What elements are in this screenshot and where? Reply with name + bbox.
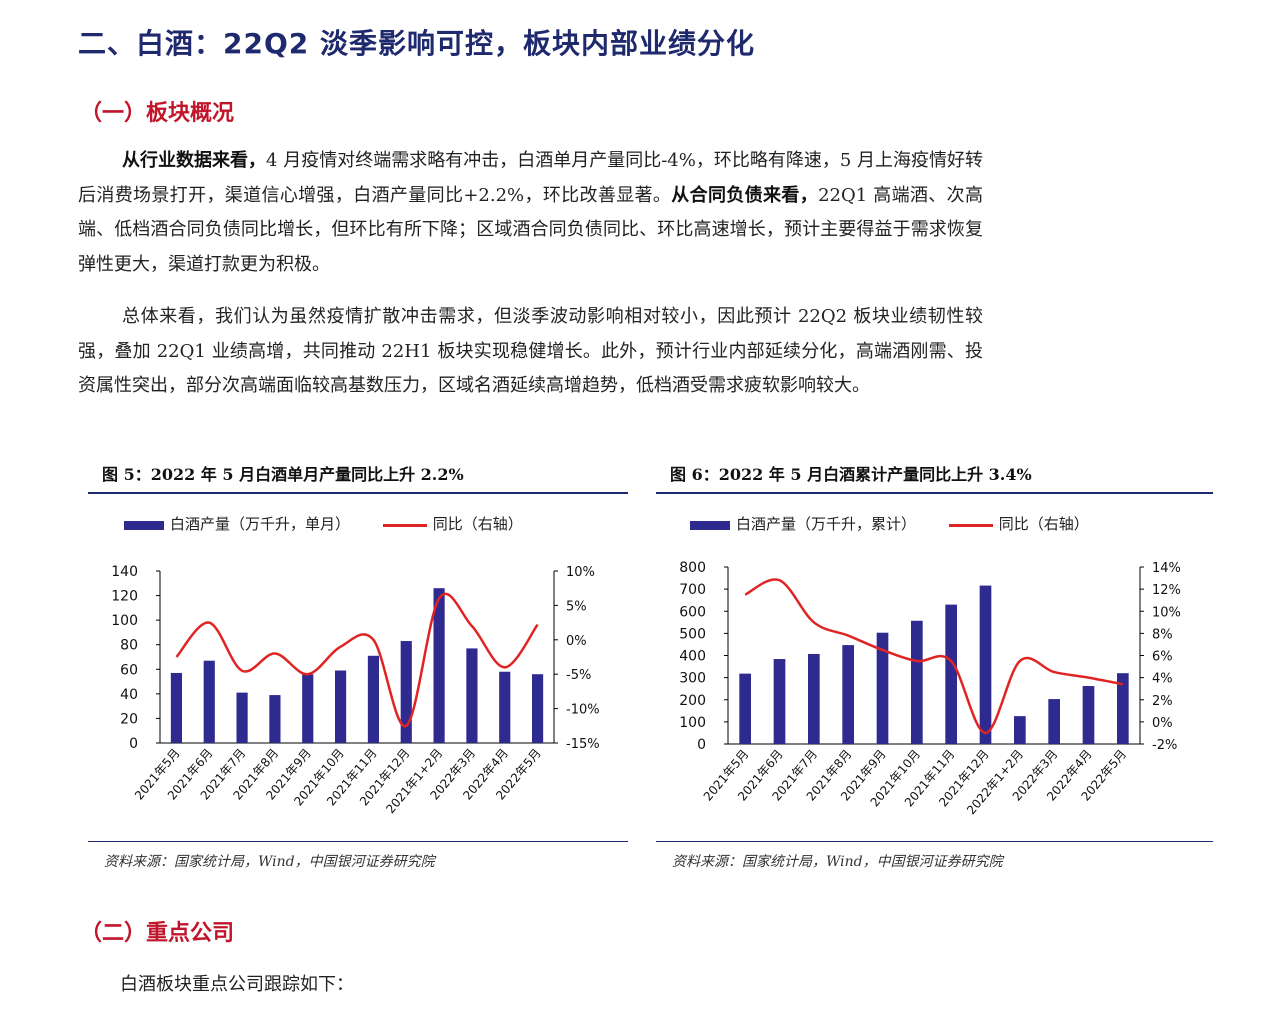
- figure-5-top-rule: [88, 492, 628, 494]
- figure-6-source: 资料来源：国家统计局，Wind，中国银河证券研究院: [672, 854, 1003, 870]
- bar: [170, 672, 182, 743]
- right-tick-label: 2%: [1152, 694, 1173, 709]
- bar: [773, 659, 786, 744]
- bar: [236, 692, 248, 743]
- bar: [1082, 686, 1095, 744]
- left-tick-label: 40: [120, 687, 138, 703]
- bar: [532, 674, 544, 743]
- bar: [807, 653, 820, 744]
- text-contract-liability: 22Q1 高端酒、次高端、低档酒合同负债同比增长，但环比有所下降；区域酒合同负债…: [78, 184, 984, 275]
- right-tick-label: 0%: [566, 634, 587, 649]
- bar: [466, 648, 478, 743]
- figure-6-bottom-rule: [656, 841, 1213, 842]
- section-title-key-companies: （二）重点公司: [80, 920, 235, 946]
- bar: [910, 620, 923, 744]
- bar: [335, 670, 347, 743]
- left-tick-label: 0: [129, 736, 138, 752]
- legend-bar-label: 白酒产量（万千升，累计）: [736, 515, 917, 533]
- figure-5-legend: 白酒产量（万千升，单月） 同比（右轴）: [124, 513, 551, 534]
- right-tick-label: 8%: [1152, 627, 1173, 642]
- bar: [979, 585, 992, 744]
- right-tick-label: 5%: [566, 599, 587, 614]
- bar: [433, 588, 445, 743]
- bar: [876, 632, 889, 744]
- left-tick-label: 200: [679, 693, 706, 709]
- figure-5-title: 图 5：2022 年 5 月白酒单月产量同比上升 2.2%: [102, 465, 464, 484]
- figure-6-legend: 白酒产量（万千升，累计） 同比（右轴）: [690, 513, 1117, 534]
- left-tick-label: 20: [120, 711, 138, 727]
- right-tick-label: -2%: [1152, 738, 1177, 753]
- figure-5-source: 资料来源：国家统计局，Wind，中国银河证券研究院: [104, 854, 435, 870]
- right-tick-label: 4%: [1152, 672, 1173, 687]
- legend-line-swatch: [948, 523, 993, 527]
- bar: [203, 660, 215, 743]
- bar: [499, 671, 511, 743]
- bar: [269, 695, 281, 743]
- legend-line-label: 同比（右轴）: [998, 515, 1089, 533]
- yoy-line: [175, 592, 539, 728]
- left-tick-label: 120: [111, 589, 138, 605]
- section-title-overview: （一）板块概况: [80, 100, 235, 126]
- left-tick-label: 100: [679, 715, 706, 731]
- left-tick-label: 140: [111, 564, 138, 580]
- left-tick-label: 0: [697, 737, 706, 753]
- figure-5-panel: 图 5：2022 年 5 月白酒单月产量同比上升 2.2% 白酒产量（万千升，单…: [88, 455, 628, 885]
- right-tick-label: 0%: [1152, 716, 1173, 731]
- yoy-line: [744, 578, 1124, 735]
- left-tick-label: 400: [679, 649, 706, 665]
- figure-6-title: 图 6：2022 年 5 月白酒累计产量同比上升 3.4%: [670, 465, 1032, 484]
- bar: [367, 655, 379, 743]
- lead-contract-liability: 从合同负债来看，: [671, 184, 819, 206]
- paragraph-industry-data: 从行业数据来看，4 月疫情对终端需求略有冲击，白酒单月产量同比-4%，环比略有降…: [78, 144, 983, 282]
- right-tick-label: 12%: [1152, 583, 1181, 598]
- right-tick-label: 14%: [1152, 561, 1181, 576]
- bar: [945, 604, 958, 744]
- key-companies-intro: 白酒板块重点公司跟踪如下：: [120, 974, 354, 995]
- legend-bar-label: 白酒产量（万千升，单月）: [170, 515, 351, 533]
- figure-6-top-rule: [656, 492, 1213, 494]
- bar: [1048, 699, 1061, 744]
- legend-line-label: 同比（右轴）: [432, 515, 523, 533]
- right-tick-label: 10%: [566, 565, 595, 580]
- left-tick-label: 800: [679, 560, 706, 576]
- figure-6-chart: 0 100 200 300 400 500 600 700 800 -2% 0% 2% 4% 6% 8% 10…: [679, 560, 1181, 817]
- figure-5-bottom-rule: [88, 841, 628, 842]
- main-heading: 二、白酒：22Q2 淡季影响可控，板块内部业绩分化: [78, 27, 756, 60]
- left-tick-label: 700: [679, 582, 706, 598]
- left-tick-label: 600: [679, 604, 706, 620]
- right-tick-label: 10%: [1152, 605, 1181, 620]
- paragraph-summary: 总体来看，我们认为虽然疫情扩散冲击需求，但淡季波动影响相对较小，因此预计 22Q…: [78, 306, 983, 396]
- left-tick-label: 500: [679, 626, 706, 642]
- bar: [842, 645, 855, 744]
- right-tick-label: -5%: [566, 668, 591, 683]
- left-tick-label: 80: [120, 638, 138, 654]
- figure-5-chart: 020406080100120140-15%-10%-5%0%5%10%2021…: [111, 564, 600, 816]
- right-tick-label: -10%: [566, 703, 600, 718]
- figure-6-panel: 图 6：2022 年 5 月白酒累计产量同比上升 3.4% 白酒产量（万千升，累…: [656, 455, 1213, 885]
- legend-bar-swatch: [124, 520, 164, 530]
- bar: [302, 674, 314, 743]
- left-tick-label: 300: [679, 671, 706, 687]
- bar: [1116, 673, 1129, 744]
- right-tick-label: 6%: [1152, 650, 1173, 665]
- left-tick-label: 100: [111, 613, 138, 629]
- text-industry-data: 4 月疫情对终端需求略有冲击，白酒单月产量同比-4%，环比略有降速，5 月上海疫…: [78, 150, 984, 206]
- bar: [400, 641, 412, 743]
- legend-line-swatch: [382, 523, 427, 527]
- left-tick-label: 60: [120, 662, 138, 678]
- lead-industry-data: 从行业数据来看，: [122, 150, 267, 171]
- bar: [739, 673, 752, 744]
- bar: [1013, 716, 1026, 744]
- legend-bar-swatch: [690, 520, 730, 530]
- right-tick-label: -15%: [566, 737, 600, 752]
